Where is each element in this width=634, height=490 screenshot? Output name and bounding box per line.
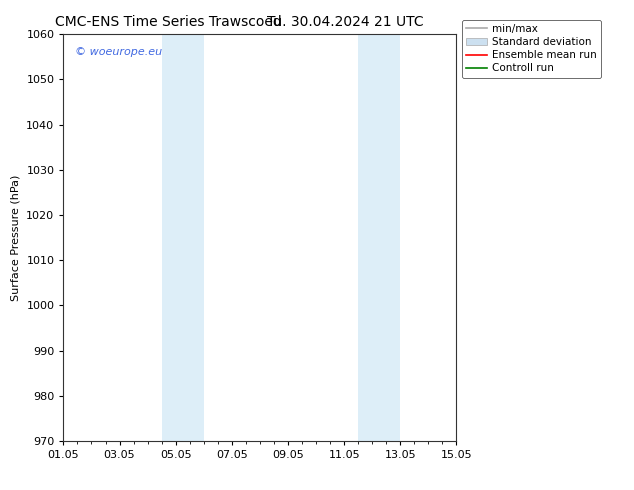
Text: Tu. 30.04.2024 21 UTC: Tu. 30.04.2024 21 UTC xyxy=(267,15,424,29)
Bar xyxy=(358,34,400,441)
Y-axis label: Surface Pressure (hPa): Surface Pressure (hPa) xyxy=(11,174,21,301)
Text: CMC-ENS Time Series Trawscoed: CMC-ENS Time Series Trawscoed xyxy=(55,15,282,29)
Bar xyxy=(162,34,204,441)
Text: © woeurope.eu: © woeurope.eu xyxy=(75,47,162,56)
Legend: min/max, Standard deviation, Ensemble mean run, Controll run: min/max, Standard deviation, Ensemble me… xyxy=(462,20,601,77)
